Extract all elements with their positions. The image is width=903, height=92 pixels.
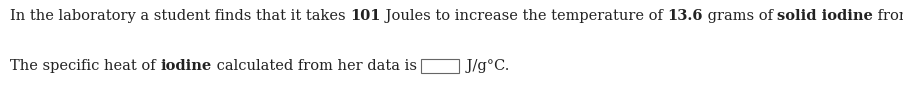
Text: 101: 101 xyxy=(349,9,380,23)
Bar xyxy=(421,59,459,73)
Text: calculated from her data is: calculated from her data is xyxy=(211,59,421,73)
Text: The specific heat of: The specific heat of xyxy=(10,59,160,73)
Text: In the laboratory a student finds that it takes: In the laboratory a student finds that i… xyxy=(10,9,349,23)
Text: from: from xyxy=(872,9,903,23)
Text: grams of: grams of xyxy=(702,9,777,23)
Text: J/g°C.: J/g°C. xyxy=(461,59,509,73)
Text: 13.6: 13.6 xyxy=(666,9,702,23)
Text: solid iodine: solid iodine xyxy=(777,9,872,23)
Text: Joules to increase the temperature of: Joules to increase the temperature of xyxy=(380,9,666,23)
Text: iodine: iodine xyxy=(160,59,211,73)
